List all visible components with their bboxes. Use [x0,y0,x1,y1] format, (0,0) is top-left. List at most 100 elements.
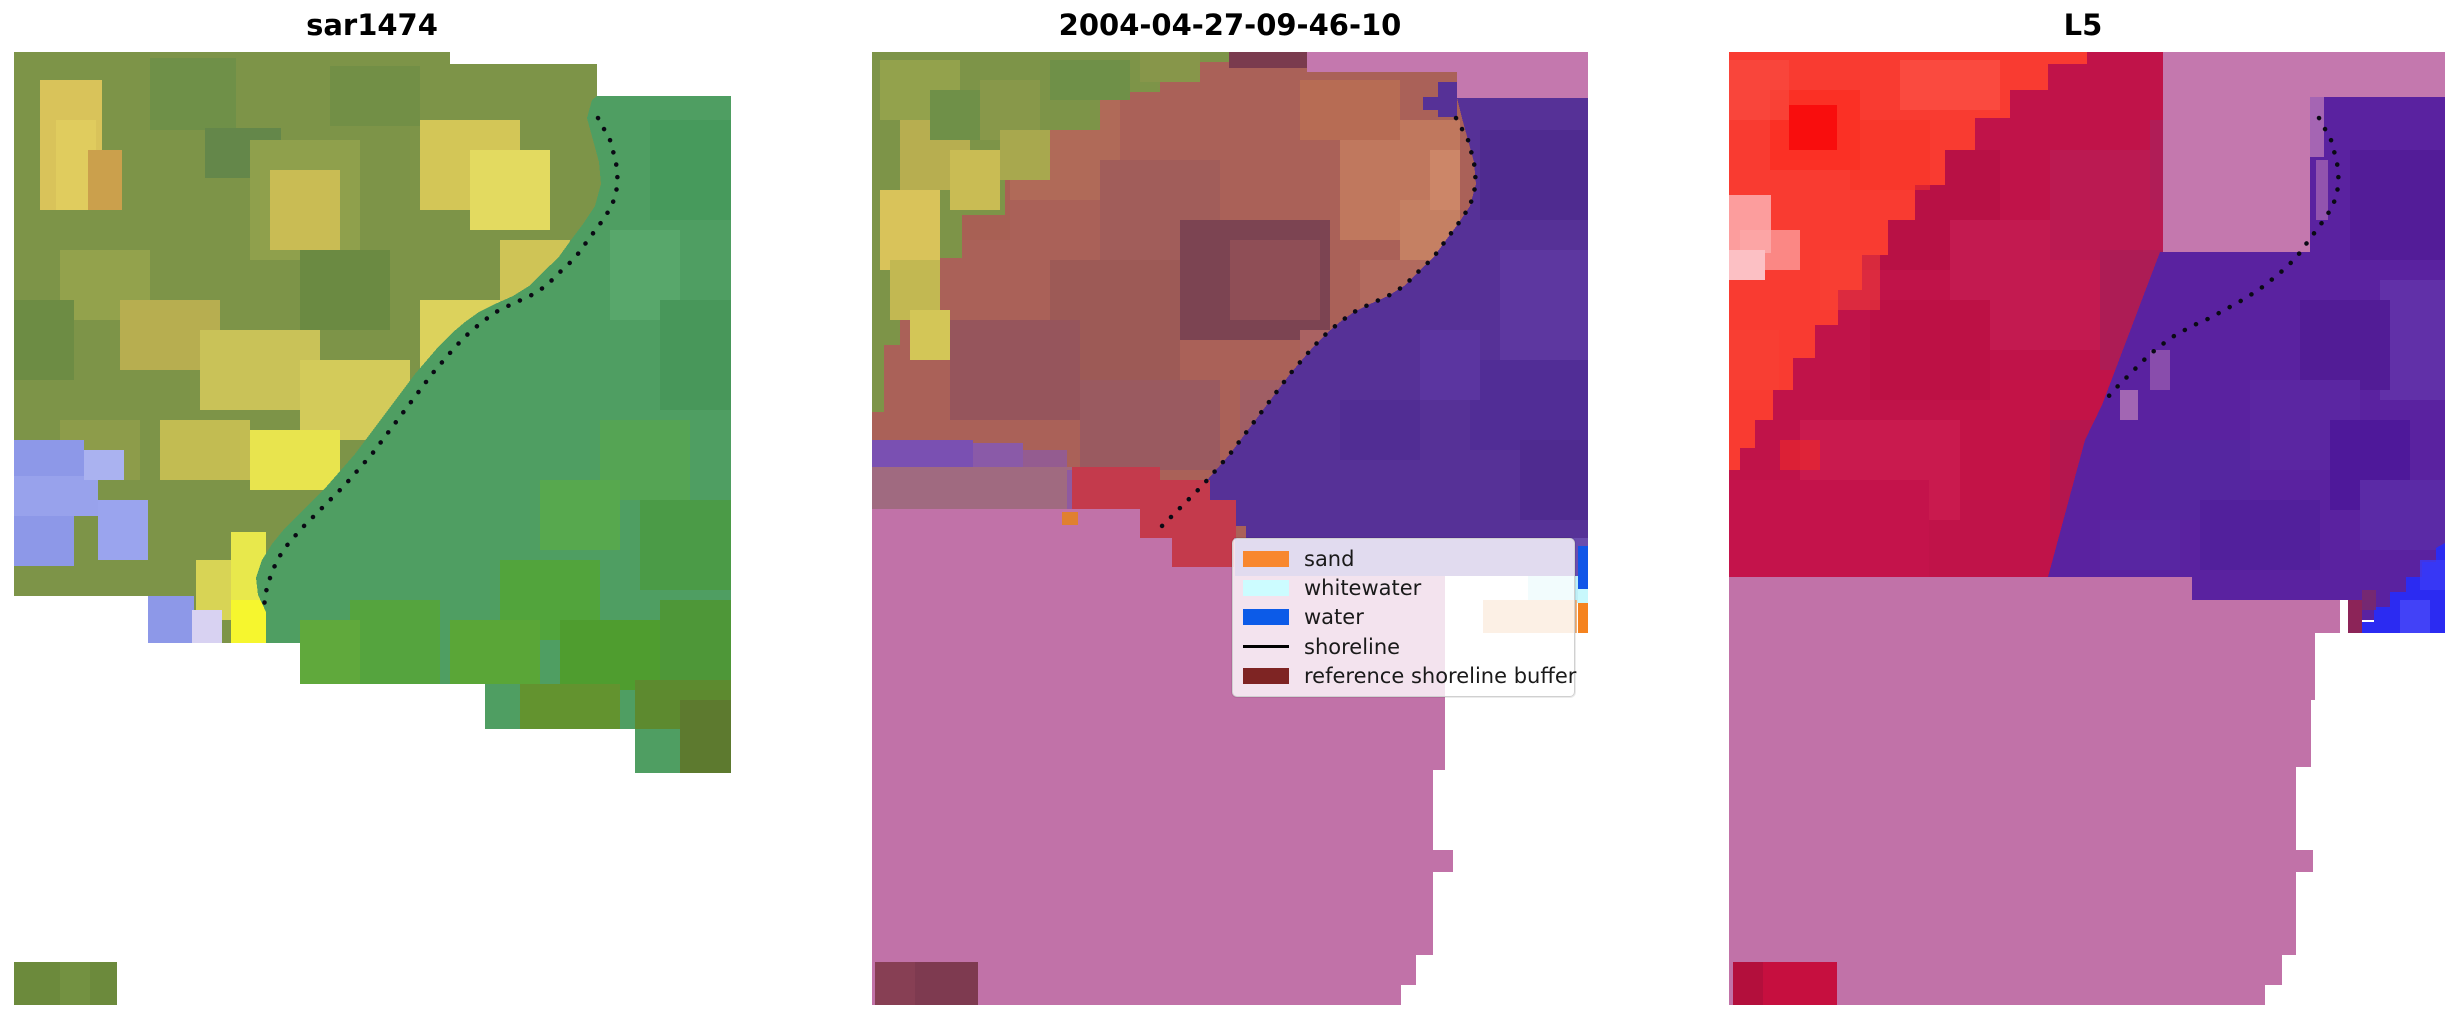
red-texture [1729,60,1789,120]
edge-sand-pixel [1578,603,1588,633]
maroon-transition [2362,590,2376,610]
red-patch [1210,500,1236,538]
panel-title-sar1474: sar1474 [306,8,438,42]
land-texture [330,66,420,126]
blue-pixels [14,440,84,476]
legend-swatch-reference-shoreline-buffer [1243,667,1289,684]
maroon-transition [2348,600,2362,633]
bottom-left-strip [60,962,90,1005]
sea-texture [450,620,540,684]
lavender-pixels [192,610,222,643]
lavender-transition [2150,350,2170,390]
mauve-band [872,467,1072,509]
bottom-left-strip [875,962,915,1005]
sea-texture [680,700,731,773]
legend-label: water [1304,605,1364,630]
crimson-texture [1870,300,1990,400]
buffer-texture [1230,240,1320,320]
green-texture [1050,60,1130,100]
water-texture [2300,300,2390,390]
legend-swatch-whitewater [1243,580,1289,597]
blue-pixels [98,500,148,560]
legend-row-shoreline: shoreline [1243,635,1564,659]
legend-row-water: water [1243,605,1564,629]
dark-maroon-top-block [1229,52,1307,68]
legend-label: whitewater [1304,576,1422,601]
blue-pixels [84,450,124,480]
purple-pixel-block [973,443,1023,467]
pink-noclass-region [1729,577,2340,1005]
purple-pixel-band [872,440,973,467]
sea-texture [300,620,360,684]
sea-texture [650,120,731,220]
buffer-texture [950,320,1080,420]
shoreline-dotted-line [2099,115,2342,408]
green-texture [910,310,950,360]
water-texture [1480,130,1588,220]
panel-title-l5: L5 [2063,8,2103,42]
purple-pixel-block [1023,450,1067,467]
land-texture [160,420,250,480]
sea-texture [520,684,620,729]
bright-yellow-column [231,600,266,643]
water-texture [1470,360,1588,450]
legend-label: shoreline [1304,634,1401,659]
panel-image-L5 [1729,52,2445,1005]
edge-water-pixel [1578,546,1588,589]
legend-label: sand [1304,547,1355,572]
water-texture [2100,520,2180,570]
legend-swatch-sand [1243,551,1289,568]
green-texture [1000,130,1050,180]
land-texture [88,150,122,210]
edge-whitewater-pixel [1578,589,1588,603]
sea-texture [350,600,440,684]
legend-row-whitewater: whitewater [1243,576,1564,600]
legend-swatch-water [1243,609,1289,626]
lavender-transition [2310,97,2324,157]
land-texture [14,300,74,380]
shoreline-dotted-line [1157,115,1479,531]
land-texture [470,150,550,230]
land-texture [150,58,236,130]
red-texture [1729,330,1779,390]
legend-row-sand: sand [1243,547,1564,571]
legend-row-reference-shoreline-buffer: reference shoreline buffer [1243,664,1576,688]
water-texture [2350,150,2445,260]
buffer-texture [1080,380,1220,470]
blue-pixels [14,516,74,566]
classification-legend: sand whitewater water shoreline reference sh… [1232,538,1576,697]
red-patch [1140,480,1210,538]
red-hotspot [1789,105,1837,150]
sea-texture [660,300,731,410]
blue-pixels [148,596,194,643]
water-texture [2380,280,2445,400]
land-texture [270,170,340,250]
panel-image-sar1474 [14,52,731,1005]
blue-patch-texture [2400,600,2430,633]
blue-patch-texture [2420,560,2445,590]
water-texture [1520,440,1588,520]
pink-top-corner [2163,52,2310,252]
land-texture [300,250,390,330]
green-texture [880,190,940,270]
lavender-transition [2120,390,2138,420]
water-notch-pixel [1438,82,1457,117]
sea-texture [660,600,731,680]
red-texture [1900,60,2000,110]
pink-top-corner [2310,52,2445,97]
panel-image-classified [872,52,1588,1005]
orange-sand-pixel [1062,512,1078,525]
buffer-texture [1300,80,1400,140]
blue-pixels [14,476,98,516]
green-texture [1140,52,1200,82]
red-texture [1820,250,1880,310]
water-texture [2200,500,2320,570]
buffer-texture [1430,150,1460,210]
pale-pink-spot [1729,250,1765,280]
sea-texture [640,500,731,590]
green-texture [950,150,1000,210]
water-texture [1340,400,1420,460]
legend-swatch-shoreline [1243,645,1289,649]
legend-label: reference shoreline buffer [1304,663,1577,688]
